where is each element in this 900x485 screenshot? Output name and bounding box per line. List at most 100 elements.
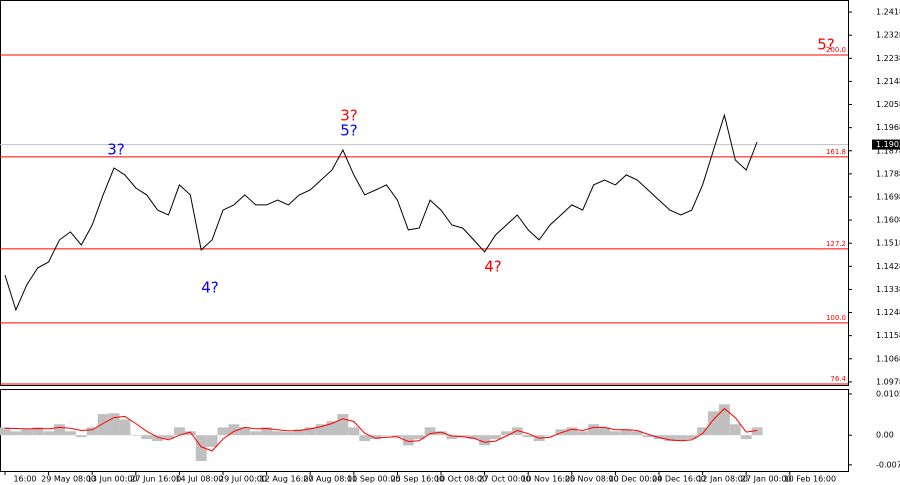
histogram-bar	[152, 435, 164, 442]
wave-label: 4?	[201, 279, 219, 297]
histogram-bar	[522, 435, 534, 438]
histogram-bar	[609, 431, 621, 436]
histogram-bar	[588, 424, 600, 436]
histogram-bar	[54, 424, 65, 436]
histogram-bar	[577, 431, 589, 436]
histogram-bar	[75, 435, 87, 438]
histogram-bar	[173, 427, 185, 436]
histogram-bar	[566, 427, 578, 436]
histogram-bar	[359, 435, 371, 442]
histogram-bar	[130, 435, 142, 436]
y-tick-label: 1.1158	[876, 331, 900, 340]
histogram-bar	[457, 435, 469, 438]
x-tick-label: 11 Sep 00:00	[347, 475, 400, 484]
y-tick-label: 1.2148	[876, 77, 900, 86]
y-tick-label: 0.00	[876, 431, 894, 440]
histogram-bar	[511, 427, 523, 436]
histogram-bar	[293, 429, 305, 436]
wave-label: 3?	[107, 141, 125, 159]
x-tick-label: 10 Oct 08:00	[435, 475, 487, 484]
x-tick-label: 12 Aug 16:00	[260, 475, 314, 484]
histogram-bar	[86, 427, 98, 436]
histogram-bar	[620, 429, 632, 436]
histogram-bar	[500, 431, 512, 436]
y-tick-label: 1.1068	[876, 354, 900, 363]
x-tick-label: 16:00	[13, 475, 36, 484]
y-tick-label: -0.00757	[876, 460, 900, 469]
histogram-bar	[195, 435, 207, 462]
histogram-bar	[43, 431, 55, 436]
y-tick-label: 1.1788	[876, 169, 900, 178]
y-tick-label: 1.1338	[876, 285, 900, 294]
histogram-bar	[97, 414, 109, 436]
histogram-bar	[10, 431, 22, 436]
histogram-bar	[402, 435, 414, 446]
y-tick-label: 1.2238	[876, 54, 900, 63]
x-tick-label: 10 Dec 00:00	[608, 475, 662, 484]
fib-level-label: 200.0	[826, 46, 846, 54]
histogram-bar	[424, 427, 436, 436]
y-tick-label: 1.1698	[876, 192, 900, 201]
histogram-bar	[119, 419, 131, 436]
fib-level-label: 100.0	[826, 314, 846, 322]
histogram-bar	[315, 424, 327, 436]
y-tick-label: 1.1878	[876, 146, 900, 155]
x-tick-label: 12 Jan 08:00	[697, 475, 748, 484]
histogram-bar	[163, 435, 174, 440]
histogram-bar	[64, 431, 76, 436]
wave-label: 4?	[484, 258, 502, 276]
x-tick-label: 29 May 08:00	[41, 475, 96, 484]
histogram-bar	[337, 414, 349, 436]
x-tick-label: 25 Sep 16:00	[391, 475, 444, 484]
y-tick-label: 1.1968	[876, 123, 900, 132]
wave-label: 5?	[340, 122, 358, 140]
histogram-bar	[239, 427, 251, 436]
y-tick-label: 1.1518	[876, 239, 900, 248]
histogram-bar	[184, 431, 196, 436]
histogram-bar	[468, 435, 480, 440]
price-line	[4, 113, 758, 312]
x-tick-label: 13 Jun 00:00	[87, 475, 138, 484]
wave-label: 5?	[817, 36, 835, 54]
histogram-bar	[32, 427, 44, 436]
x-tick-label: 27 Jun 16:00	[130, 475, 181, 484]
signal-line	[4, 407, 758, 452]
histogram-bar	[718, 404, 730, 436]
histogram-bar	[141, 435, 153, 440]
fib-level-label: 76.4	[830, 375, 846, 383]
histogram-bar	[686, 435, 698, 440]
y-tick-label: 1.2058	[876, 100, 900, 109]
histogram-bar	[261, 427, 273, 436]
histogram-bar	[108, 413, 120, 436]
histogram-bar	[479, 435, 491, 446]
y-tick-label: 1.1248	[876, 308, 900, 317]
y-tick-label: 0.01054	[876, 389, 900, 398]
histogram-bar	[631, 431, 643, 436]
histogram-bar	[664, 435, 676, 442]
y-tick-label: 1.0978	[876, 377, 900, 386]
histogram-bar	[740, 435, 752, 440]
histogram-bar	[490, 435, 501, 440]
histogram-bar	[282, 432, 294, 436]
histogram-bar	[708, 411, 719, 436]
histogram-bar	[381, 435, 392, 436]
x-tick-label: 10 Nov 16:00	[521, 475, 575, 484]
histogram-bar	[697, 427, 709, 436]
histogram-bar	[555, 429, 567, 436]
y-tick-label: 1.1608	[876, 216, 900, 225]
histogram-bar	[751, 427, 763, 436]
y-tick-label: 1.2328	[876, 31, 900, 40]
histogram-bar	[675, 435, 687, 442]
histogram-bar	[370, 435, 382, 440]
histogram-bar	[413, 435, 425, 440]
fib-level-label: 161.8	[826, 148, 846, 156]
histogram-bar	[642, 435, 654, 438]
histogram-bar	[272, 431, 283, 436]
x-tick-label: 27 Oct 00:00	[479, 475, 531, 484]
x-tick-label: 27 Jan 00:00	[741, 475, 792, 484]
histogram-bar	[21, 429, 33, 436]
wave-label: 3?	[340, 107, 358, 125]
x-tick-label: 25 Nov 08:00	[565, 475, 619, 484]
